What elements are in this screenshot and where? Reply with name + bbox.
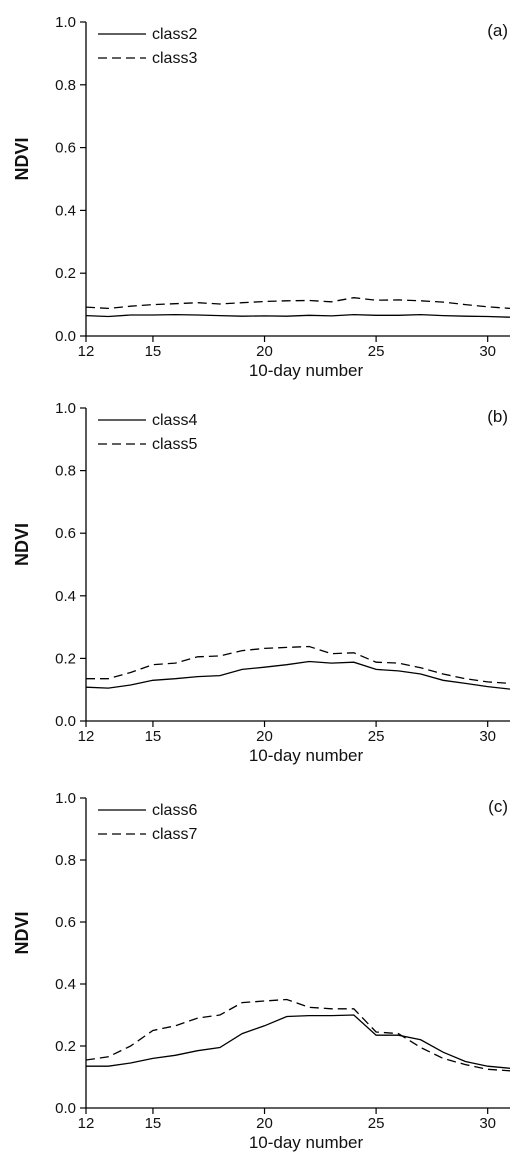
chart-panel-2: 0.0 0.2 0.4 0.6 0.8 1.0 12 15 20 25 30 10-day numbe… xyxy=(12,400,511,765)
legend-label-class2: class2 xyxy=(152,26,197,43)
y-tick-label: 1.0 xyxy=(55,400,76,417)
x-tick-label: 20 xyxy=(256,728,273,745)
y-axis-label: NDVI xyxy=(12,911,32,954)
series-line-class6 xyxy=(86,1014,511,1069)
legend-label-class7: class7 xyxy=(152,826,197,843)
y-tick-label: 0.2 xyxy=(55,1038,76,1055)
x-tick-label: 25 xyxy=(368,1115,385,1132)
x-tick-label: 25 xyxy=(368,728,385,745)
y-tick-label: 0.4 xyxy=(55,202,76,219)
y-tick-label: 0.6 xyxy=(55,525,76,542)
y-tick-label: 0.8 xyxy=(55,77,76,94)
y-tick-label: 0.0 xyxy=(55,1100,76,1117)
x-tick-label: 12 xyxy=(78,1115,95,1132)
y-axis-label: NDVI xyxy=(12,523,32,566)
chart-panel-1: 0.0 0.2 0.4 0.6 0.8 1.0 12 15 20 25 30 10-day numbe… xyxy=(12,14,511,380)
x-tick-label: 12 xyxy=(78,343,95,360)
x-tick-label: 30 xyxy=(479,728,496,745)
y-tick-label: 1.0 xyxy=(55,14,76,31)
panel-label: (a) xyxy=(487,21,508,40)
x-tick-label: 12 xyxy=(78,728,95,745)
x-axis-label: 10-day number xyxy=(249,746,364,765)
x-tick-label: 15 xyxy=(145,1115,162,1132)
y-tick-label: 0.4 xyxy=(55,976,76,993)
y-tick-label: 1.0 xyxy=(55,790,76,807)
y-tick-label: 0.0 xyxy=(55,713,76,730)
x-tick-label: 15 xyxy=(145,343,162,360)
y-tick-label: 0.4 xyxy=(55,588,76,605)
y-tick-label: 0.2 xyxy=(55,265,76,282)
legend-label-class3: class3 xyxy=(152,50,197,67)
x-axis-label: 10-day number xyxy=(249,1133,364,1152)
series-line-class7 xyxy=(85,998,511,1072)
series-line-class2 xyxy=(85,313,511,318)
panel-label: (b) xyxy=(487,407,508,426)
y-axis-label: NDVI xyxy=(12,137,32,180)
x-tick-label: 25 xyxy=(368,343,385,360)
legend-label-class6: class6 xyxy=(152,802,197,819)
series-line-class5 xyxy=(86,645,511,685)
x-tick-label: 20 xyxy=(256,1115,273,1132)
legend-label-class4: class4 xyxy=(152,412,197,429)
y-tick-label: 0.6 xyxy=(55,914,76,931)
y-tick-label: 0.8 xyxy=(55,463,76,480)
x-tick-label: 30 xyxy=(479,343,496,360)
legend-label-class5: class5 xyxy=(152,436,197,453)
chart-panel-3: 0.0 0.2 0.4 0.6 0.8 1.0 12 15 20 25 30 10-day numbe… xyxy=(12,790,511,1152)
y-tick-label: 0.0 xyxy=(55,328,76,345)
x-tick-label: 20 xyxy=(256,343,273,360)
y-tick-label: 0.2 xyxy=(55,650,76,667)
series-line-class4 xyxy=(85,660,511,690)
x-tick-label: 30 xyxy=(479,1115,496,1132)
x-tick-label: 15 xyxy=(145,728,162,745)
series-line-class3 xyxy=(85,297,511,310)
y-tick-label: 0.8 xyxy=(55,852,76,869)
y-tick-label: 0.6 xyxy=(55,140,76,157)
x-axis-label: 10-day number xyxy=(249,361,364,380)
panel-label: (c) xyxy=(488,797,508,816)
